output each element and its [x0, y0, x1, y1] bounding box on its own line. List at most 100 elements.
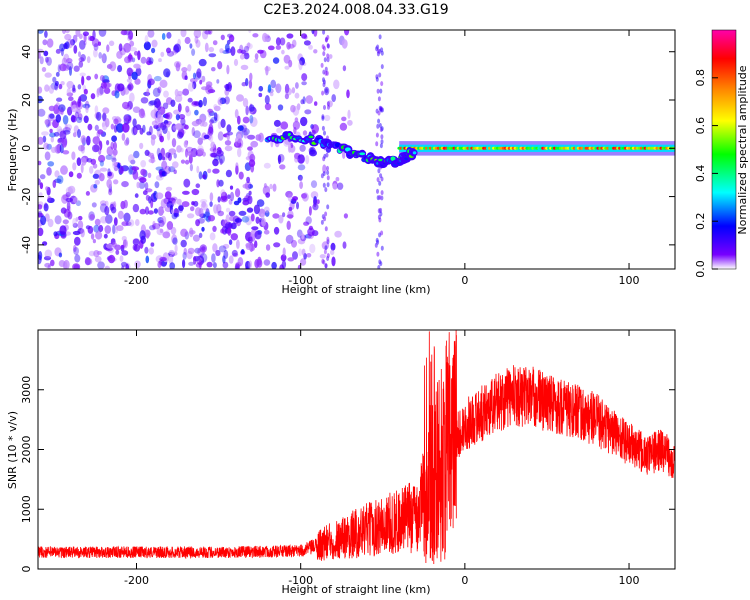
noise-blob — [301, 233, 305, 240]
noise-streak — [376, 188, 379, 194]
noise-blob — [42, 135, 47, 143]
noise-blob — [305, 95, 313, 104]
noise-blob — [186, 213, 195, 219]
noise-streak — [325, 88, 328, 94]
noise-blob — [125, 263, 130, 269]
noise-blob — [72, 222, 78, 228]
noise-blob — [54, 170, 60, 178]
noise-blob — [299, 57, 305, 66]
noise-blob — [145, 255, 150, 264]
noise-blob — [248, 104, 255, 112]
noise-blob — [309, 243, 316, 254]
noise-blob — [89, 165, 94, 174]
noise-blob — [310, 191, 319, 199]
noise-blob — [257, 256, 262, 266]
noise-blob — [76, 157, 82, 167]
noise-blob — [47, 161, 55, 167]
noise-blob — [192, 81, 197, 90]
noise-blob — [98, 52, 102, 59]
noise-blob — [228, 210, 236, 217]
noise-blob — [262, 32, 268, 43]
noise-blob — [178, 114, 186, 120]
snr-y-ticks: 0 1000 2000 3000 — [20, 376, 675, 573]
noise-blob — [220, 195, 228, 203]
noise-blob — [184, 159, 190, 165]
noise-blob — [75, 101, 83, 110]
noise-blob — [39, 174, 46, 180]
noise-blob — [210, 141, 216, 149]
noise-blob — [140, 168, 147, 176]
noise-blob — [65, 191, 71, 198]
noise-blob — [98, 154, 106, 163]
noise-blob — [231, 249, 238, 257]
noise-blob — [308, 44, 313, 50]
noise-blob — [133, 63, 141, 69]
noise-blob — [69, 39, 76, 46]
noise-streak — [322, 30, 326, 35]
noise-blob — [68, 96, 74, 101]
spectrogram-heatmap — [38, 30, 675, 269]
noise-streak — [326, 101, 330, 107]
noise-blob — [72, 132, 77, 138]
noise-streak — [377, 118, 381, 124]
noise-blob — [341, 116, 347, 122]
noise-blob — [265, 65, 269, 76]
noise-blob — [297, 164, 306, 171]
noise-blob — [78, 96, 82, 104]
noise-streak — [322, 182, 326, 188]
noise-blob — [201, 174, 207, 180]
noise-blob — [49, 128, 53, 134]
noise-blob — [132, 238, 140, 246]
noise-blob — [235, 162, 239, 172]
noise-blob — [93, 183, 98, 189]
noise-blob — [142, 190, 148, 196]
x-tick-label: -200 — [124, 574, 149, 587]
noise-blob — [235, 165, 239, 175]
noise-blob — [135, 219, 140, 226]
noise-blob — [212, 40, 218, 46]
noise-blob — [224, 221, 233, 230]
noise-blob — [343, 213, 348, 219]
noise-blob — [113, 179, 119, 185]
noise-blob — [182, 251, 187, 260]
noise-blob — [295, 82, 299, 89]
noise-blob — [183, 247, 188, 256]
noise-blob — [225, 207, 231, 213]
noise-blob — [212, 262, 217, 269]
noise-blob — [166, 32, 172, 39]
noise-blob — [263, 162, 271, 169]
noise-blob — [110, 206, 117, 214]
noise-blob — [158, 209, 165, 215]
colorbar-tick-label: 0.2 — [694, 212, 707, 230]
noise-blob — [143, 41, 151, 51]
noise-blob — [44, 151, 51, 161]
noise-blob — [43, 203, 49, 212]
noise-blob — [38, 136, 44, 145]
noise-blob — [196, 165, 200, 174]
noise-blob — [273, 226, 280, 235]
noise-blob — [77, 220, 84, 230]
noise-blob — [309, 149, 317, 157]
noise-blob — [98, 224, 104, 233]
x-tick-label: -100 — [288, 274, 313, 287]
noise-blob — [113, 141, 117, 151]
noise-blob — [41, 131, 49, 136]
noise-blob — [334, 230, 342, 238]
noise-blob — [257, 49, 264, 54]
noise-blob — [342, 241, 347, 249]
noise-blob — [189, 230, 196, 235]
noise-blob — [65, 30, 70, 34]
noise-blob — [198, 259, 202, 269]
noise-blob — [140, 160, 147, 168]
noise-blob — [316, 199, 320, 205]
noise-blob — [73, 247, 79, 255]
noise-blob — [38, 227, 44, 237]
noise-blob — [129, 47, 137, 52]
noise-blob — [121, 133, 126, 141]
snr-line — [38, 330, 675, 565]
noise-blob — [89, 214, 95, 220]
noise-blob — [216, 150, 224, 157]
noise-streak — [378, 180, 382, 186]
noise-blob — [172, 237, 178, 245]
noise-blob — [291, 239, 297, 248]
